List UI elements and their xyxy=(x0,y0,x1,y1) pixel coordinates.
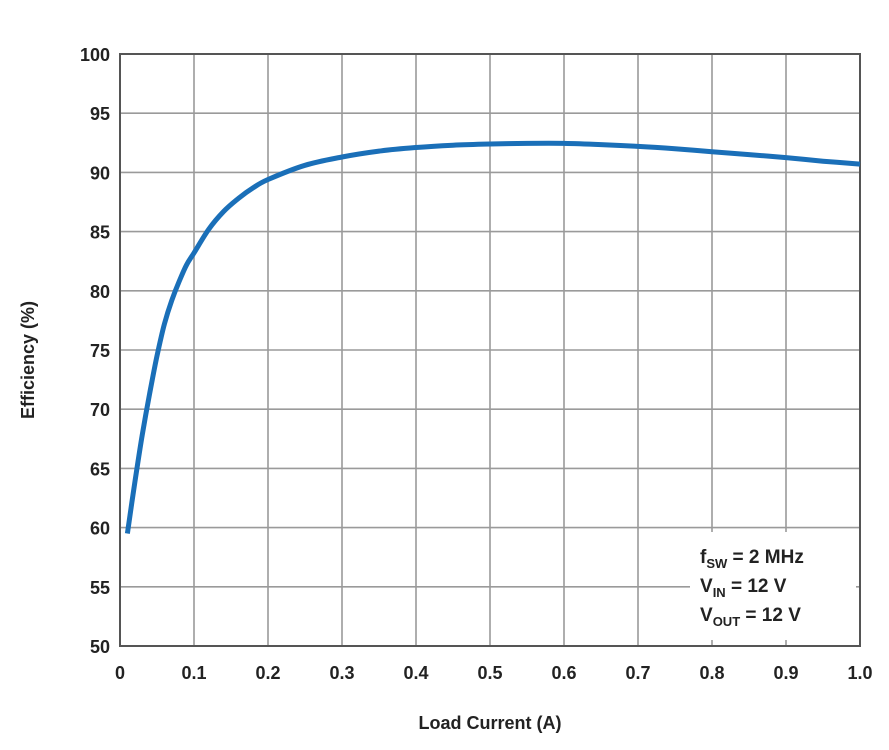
y-axis-ticks: 50 55 60 65 70 75 80 85 90 95 100 xyxy=(80,45,110,657)
y-tick-label: 55 xyxy=(90,578,110,598)
x-tick-label: 0.8 xyxy=(699,663,724,683)
y-tick-label: 85 xyxy=(90,223,110,243)
x-tick-label: 0.4 xyxy=(403,663,428,683)
annotation-line: VIN = 12 V xyxy=(700,576,787,600)
x-tick-label: 0.3 xyxy=(329,663,354,683)
x-tick-label: 0.9 xyxy=(773,663,798,683)
annotation-box: fSW = 2 MHz VIN = 12 V VOUT = 12 V xyxy=(690,532,856,640)
series-lines xyxy=(124,140,861,534)
y-tick-label: 75 xyxy=(90,341,110,361)
y-tick-label: 70 xyxy=(90,400,110,420)
plot-frame xyxy=(119,53,861,647)
y-tick-label: 60 xyxy=(90,519,110,539)
x-tick-label: 0 xyxy=(115,663,125,683)
grid xyxy=(120,54,860,646)
y-tick-label: 80 xyxy=(90,282,110,302)
y-tick-label: 95 xyxy=(90,104,110,124)
annotation-background xyxy=(690,532,856,640)
x-tick-label: 0.2 xyxy=(255,663,280,683)
x-axis-ticks: 0 0.1 0.2 0.3 0.4 0.5 0.6 0.7 0.8 0.9 1.0 xyxy=(115,663,873,683)
x-tick-label: 0.6 xyxy=(551,663,576,683)
annotation-line: fSW = 2 MHz xyxy=(700,547,804,571)
y-tick-label: 100 xyxy=(80,45,110,65)
y-tick-label: 65 xyxy=(90,459,110,479)
x-tick-label: 0.7 xyxy=(625,663,650,683)
annotation-line: VOUT = 12 V xyxy=(700,605,801,629)
y-axis-label: Efficiency (%) xyxy=(18,301,38,419)
y-tick-label: 50 xyxy=(90,637,110,657)
x-tick-label: 0.5 xyxy=(477,663,502,683)
x-tick-label: 1.0 xyxy=(847,663,872,683)
y-tick-label: 90 xyxy=(90,163,110,183)
efficiency-series-line xyxy=(124,140,861,534)
x-axis-label: Load Current (A) xyxy=(419,713,562,733)
x-tick-label: 0.1 xyxy=(181,663,206,683)
